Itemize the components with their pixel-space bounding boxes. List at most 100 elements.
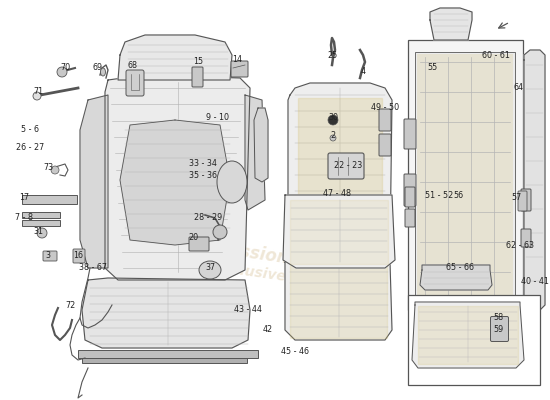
Polygon shape — [430, 8, 472, 40]
FancyBboxPatch shape — [404, 174, 416, 206]
Polygon shape — [290, 200, 388, 264]
Polygon shape — [412, 312, 522, 362]
Text: 68: 68 — [128, 60, 138, 70]
Text: 3: 3 — [46, 250, 51, 260]
Polygon shape — [82, 278, 250, 348]
Text: 5 - 6: 5 - 6 — [21, 126, 39, 134]
Text: 30: 30 — [328, 114, 338, 122]
Text: 42: 42 — [263, 326, 273, 334]
Text: 7 - 8: 7 - 8 — [15, 214, 33, 222]
FancyBboxPatch shape — [521, 229, 531, 247]
Text: 4: 4 — [360, 68, 366, 76]
Bar — [78, 350, 258, 358]
Polygon shape — [298, 98, 382, 250]
Polygon shape — [80, 95, 108, 268]
Text: 22 - 23: 22 - 23 — [334, 160, 362, 170]
Bar — [408, 40, 523, 310]
Text: 2: 2 — [331, 130, 336, 140]
Text: 35 - 36: 35 - 36 — [189, 170, 217, 180]
Circle shape — [57, 67, 67, 77]
FancyBboxPatch shape — [404, 119, 416, 149]
Ellipse shape — [101, 68, 106, 76]
Text: 43 - 44: 43 - 44 — [234, 306, 262, 314]
Text: 9 - 10: 9 - 10 — [206, 114, 229, 122]
Polygon shape — [412, 302, 524, 368]
Text: exclusiveness: exclusiveness — [213, 260, 323, 290]
Circle shape — [328, 115, 338, 125]
FancyBboxPatch shape — [328, 153, 364, 179]
Circle shape — [37, 228, 47, 238]
Polygon shape — [290, 265, 387, 338]
FancyBboxPatch shape — [491, 316, 509, 342]
Text: 60 - 61: 60 - 61 — [482, 50, 510, 60]
Text: 33 - 34: 33 - 34 — [189, 158, 217, 168]
Polygon shape — [105, 75, 250, 280]
Bar — [408, 295, 540, 385]
Text: 28 - 29: 28 - 29 — [194, 214, 222, 222]
FancyBboxPatch shape — [231, 61, 248, 77]
Text: 72: 72 — [65, 300, 75, 310]
Text: 64: 64 — [513, 84, 523, 92]
Bar — [22, 195, 77, 204]
Text: 69: 69 — [93, 64, 103, 72]
Bar — [415, 52, 515, 300]
Text: 14: 14 — [232, 56, 242, 64]
Polygon shape — [418, 316, 518, 358]
Polygon shape — [254, 108, 268, 182]
Text: 17: 17 — [19, 194, 29, 202]
FancyBboxPatch shape — [379, 109, 391, 131]
Text: 58: 58 — [493, 314, 503, 322]
FancyBboxPatch shape — [521, 189, 531, 211]
Text: 45 - 46: 45 - 46 — [281, 348, 309, 356]
Text: 20: 20 — [188, 232, 198, 242]
Bar — [22, 220, 60, 226]
FancyBboxPatch shape — [518, 191, 527, 211]
Text: 70: 70 — [60, 64, 70, 72]
FancyBboxPatch shape — [73, 249, 85, 263]
Polygon shape — [283, 195, 395, 268]
Text: 62 - 63: 62 - 63 — [506, 240, 534, 250]
Polygon shape — [118, 35, 232, 80]
FancyBboxPatch shape — [126, 70, 144, 96]
FancyBboxPatch shape — [43, 251, 57, 261]
Text: 15: 15 — [193, 58, 203, 66]
Text: 65 - 66: 65 - 66 — [446, 264, 474, 272]
Polygon shape — [245, 95, 265, 210]
FancyBboxPatch shape — [405, 209, 415, 227]
Text: a passion for: a passion for — [199, 238, 321, 272]
Text: 57: 57 — [512, 194, 522, 202]
Text: 71: 71 — [33, 88, 43, 96]
Text: 59: 59 — [493, 326, 503, 334]
Bar — [82, 358, 247, 363]
Text: 40 - 41: 40 - 41 — [521, 278, 549, 286]
Circle shape — [33, 92, 41, 100]
Polygon shape — [524, 50, 545, 310]
Text: 31: 31 — [33, 228, 43, 236]
Text: 16: 16 — [73, 250, 83, 260]
Circle shape — [330, 135, 336, 141]
Ellipse shape — [217, 161, 247, 203]
Text: 26 - 27: 26 - 27 — [16, 144, 44, 152]
Text: 49 - 50: 49 - 50 — [371, 104, 399, 112]
FancyBboxPatch shape — [189, 237, 209, 251]
Bar — [22, 212, 60, 218]
Text: 25: 25 — [328, 50, 338, 60]
FancyBboxPatch shape — [192, 67, 203, 87]
Text: 47 - 48: 47 - 48 — [323, 188, 351, 198]
FancyBboxPatch shape — [379, 134, 391, 156]
Polygon shape — [120, 120, 230, 245]
FancyBboxPatch shape — [405, 187, 415, 207]
Circle shape — [51, 166, 59, 174]
Text: 38 - 67: 38 - 67 — [79, 262, 107, 272]
Text: 37: 37 — [205, 264, 215, 272]
Polygon shape — [418, 306, 518, 364]
Ellipse shape — [199, 261, 221, 279]
Bar — [417, 54, 513, 298]
Polygon shape — [288, 83, 392, 258]
Text: 55: 55 — [427, 62, 437, 72]
Text: 51 - 52: 51 - 52 — [425, 190, 453, 200]
Circle shape — [213, 225, 227, 239]
Text: 73: 73 — [43, 162, 53, 172]
Text: 56: 56 — [453, 190, 463, 200]
Polygon shape — [285, 262, 392, 340]
